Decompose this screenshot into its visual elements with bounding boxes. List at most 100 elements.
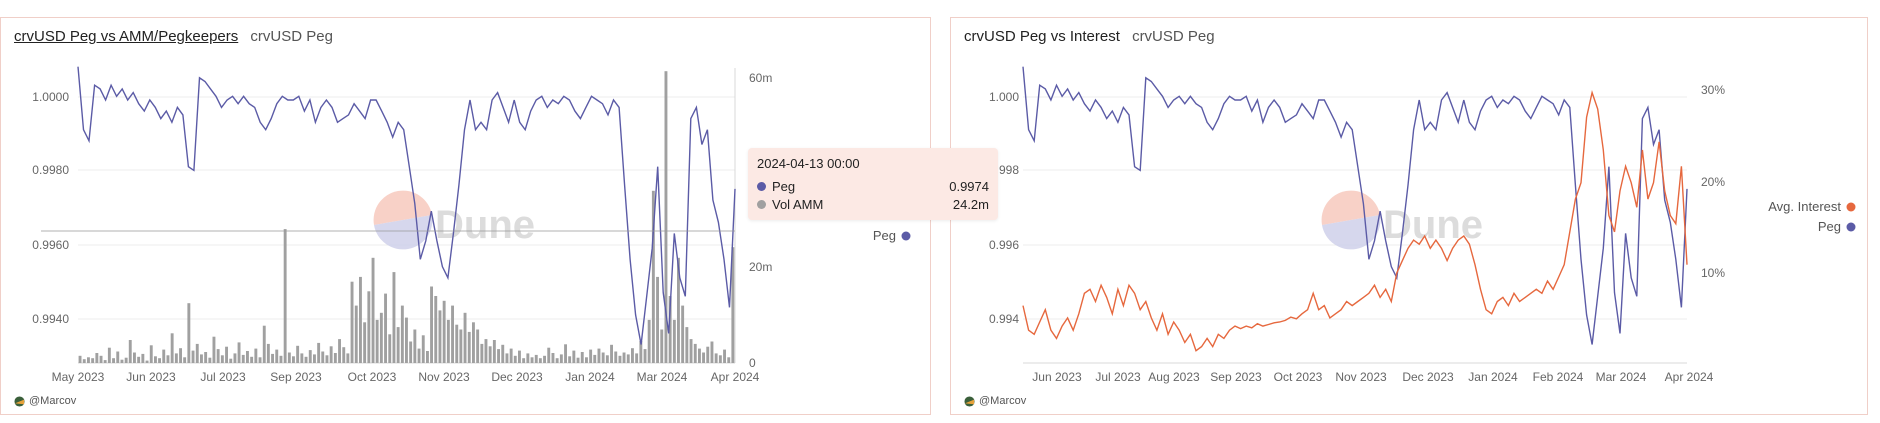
y2-tick-label: 0 [749,356,756,370]
x-tick-label: Jan 2024 [565,370,615,384]
vol-amm-bar [723,349,726,363]
vol-amm-bar [484,339,488,363]
vol-amm-bar [346,353,350,363]
vol-amm-bar [254,348,258,363]
chart-tooltip: 2024-04-13 00:00 Peg 0.9974 Vol AMM 24.2… [748,148,998,220]
vol-amm-bar [698,348,701,363]
vol-amm-bar [246,351,249,363]
vol-amm-bar [526,353,530,363]
vol-amm-bar [266,343,270,363]
legend-label: Avg. Interest [1768,199,1841,214]
vol-amm-bar [610,344,613,363]
vol-amm-bar [400,305,404,363]
vol-amm-bar [518,350,521,363]
author-label: @Marcov [29,395,77,407]
x-tick-label: Nov 2023 [418,370,470,384]
vol-amm-bar [476,329,480,363]
chart-panel-peg-vs-interest: crvUSD Peg vs Interest crvUSD Peg 1.000 0… [950,17,1868,415]
vol-amm-bar [568,356,572,363]
vol-amm-bar [283,229,287,363]
vol-amm-bar [601,352,605,363]
vol-amm-bar [317,342,321,363]
vol-amm-bar [359,276,362,363]
vol-amm-bar [501,344,505,363]
vol-amm-bar [605,355,609,363]
x-tick-label: Dec 2023 [1402,370,1454,384]
vol-amm-bar [333,353,337,363]
vol-amm-bar [308,350,312,363]
vol-amm-bar [505,353,509,363]
vol-amm-bar [233,353,237,363]
vol-amm-bar [367,291,371,364]
vol-amm-bar [183,357,187,363]
vol-amm-bar [417,348,421,363]
tooltip-value: 0.9974 [949,178,989,194]
vol-amm-bar [350,281,354,363]
vol-amm-bar [668,296,672,363]
vol-amm-bar [706,346,710,363]
chart-peg-vs-amm[interactable]: 1.0000 0.9980 0.9960 0.9940 60m 20m 0 Dune May 2… [1,18,932,416]
vol-amm-bar [292,356,295,363]
vol-amm-bar [446,319,450,363]
watermark-icon [1321,190,1380,225]
vol-amm-bar [384,293,387,363]
vol-amm-bar [702,352,705,363]
vol-amm-bar [559,354,563,363]
chart-title-link[interactable]: crvUSD Peg vs AMM/Pegkeepers [14,28,239,45]
vol-amm-bar [492,340,496,363]
vol-amm-bar [451,305,454,363]
y-tick-label: 0.9960 [32,238,69,252]
legend-dot-icon [901,231,911,241]
vol-amm-bar [116,351,120,363]
avg-interest-line [1022,90,1688,352]
vol-amm-bar [216,349,220,363]
vol-amm-bar [338,339,341,363]
vol-amm-bar [170,333,174,363]
legend-dot-icon [1846,202,1856,212]
vol-amm-bar [660,329,664,363]
vol-amm-bar [371,257,375,363]
vol-amm-bar [237,342,241,363]
vol-amm-bar [250,356,254,363]
vol-amm-bar [133,352,136,363]
chart-subtitle: crvUSD Peg [250,28,333,45]
vol-amm-bar [91,358,95,363]
vol-amm-bar [128,340,132,363]
vol-amm-bar [99,355,103,363]
vol-amm-bar [689,339,693,363]
vol-amm-bar [530,357,534,363]
vol-amm-bar [438,310,442,363]
vol-amm-bar [396,327,400,363]
legend-label: Peg [873,228,896,243]
vol-amm-bar [580,352,584,363]
vol-amm-bar [313,354,316,363]
vol-amm-bar [731,247,735,363]
vol-amm-bar [342,347,346,363]
vol-amm-bar [145,360,149,363]
vol-amm-bar [354,305,358,363]
chart-subtitle: crvUSD Peg [1132,28,1215,45]
tooltip-label: Peg [772,178,796,194]
vol-amm-bar [551,353,555,363]
vol-amm-bar [300,353,304,363]
vol-amm-bar [149,345,153,363]
x-tick-label: Feb 2024 [1533,370,1584,384]
dune-logo-icon [964,395,975,407]
vol-amm-bar [325,355,329,363]
vol-amm-bar [212,336,216,363]
y-tick-label: 0.9940 [32,312,69,326]
vol-amm-bar [229,358,233,363]
vol-amm-bar [262,325,266,363]
x-tick-label: Jul 2023 [200,370,246,384]
vol-amm-bar [225,346,228,363]
vol-amm-bar [187,303,191,363]
vol-amm-bar [287,352,291,363]
chart-title: crvUSD Peg vs Interest [964,28,1120,45]
y-tick-label: 0.9980 [32,163,69,177]
vol-amm-bar [564,344,567,363]
vol-amm-bar [459,329,463,363]
x-tick-label: Aug 2023 [1148,370,1200,384]
vol-amm-bar [647,319,651,363]
vol-amm-bar [137,356,141,363]
